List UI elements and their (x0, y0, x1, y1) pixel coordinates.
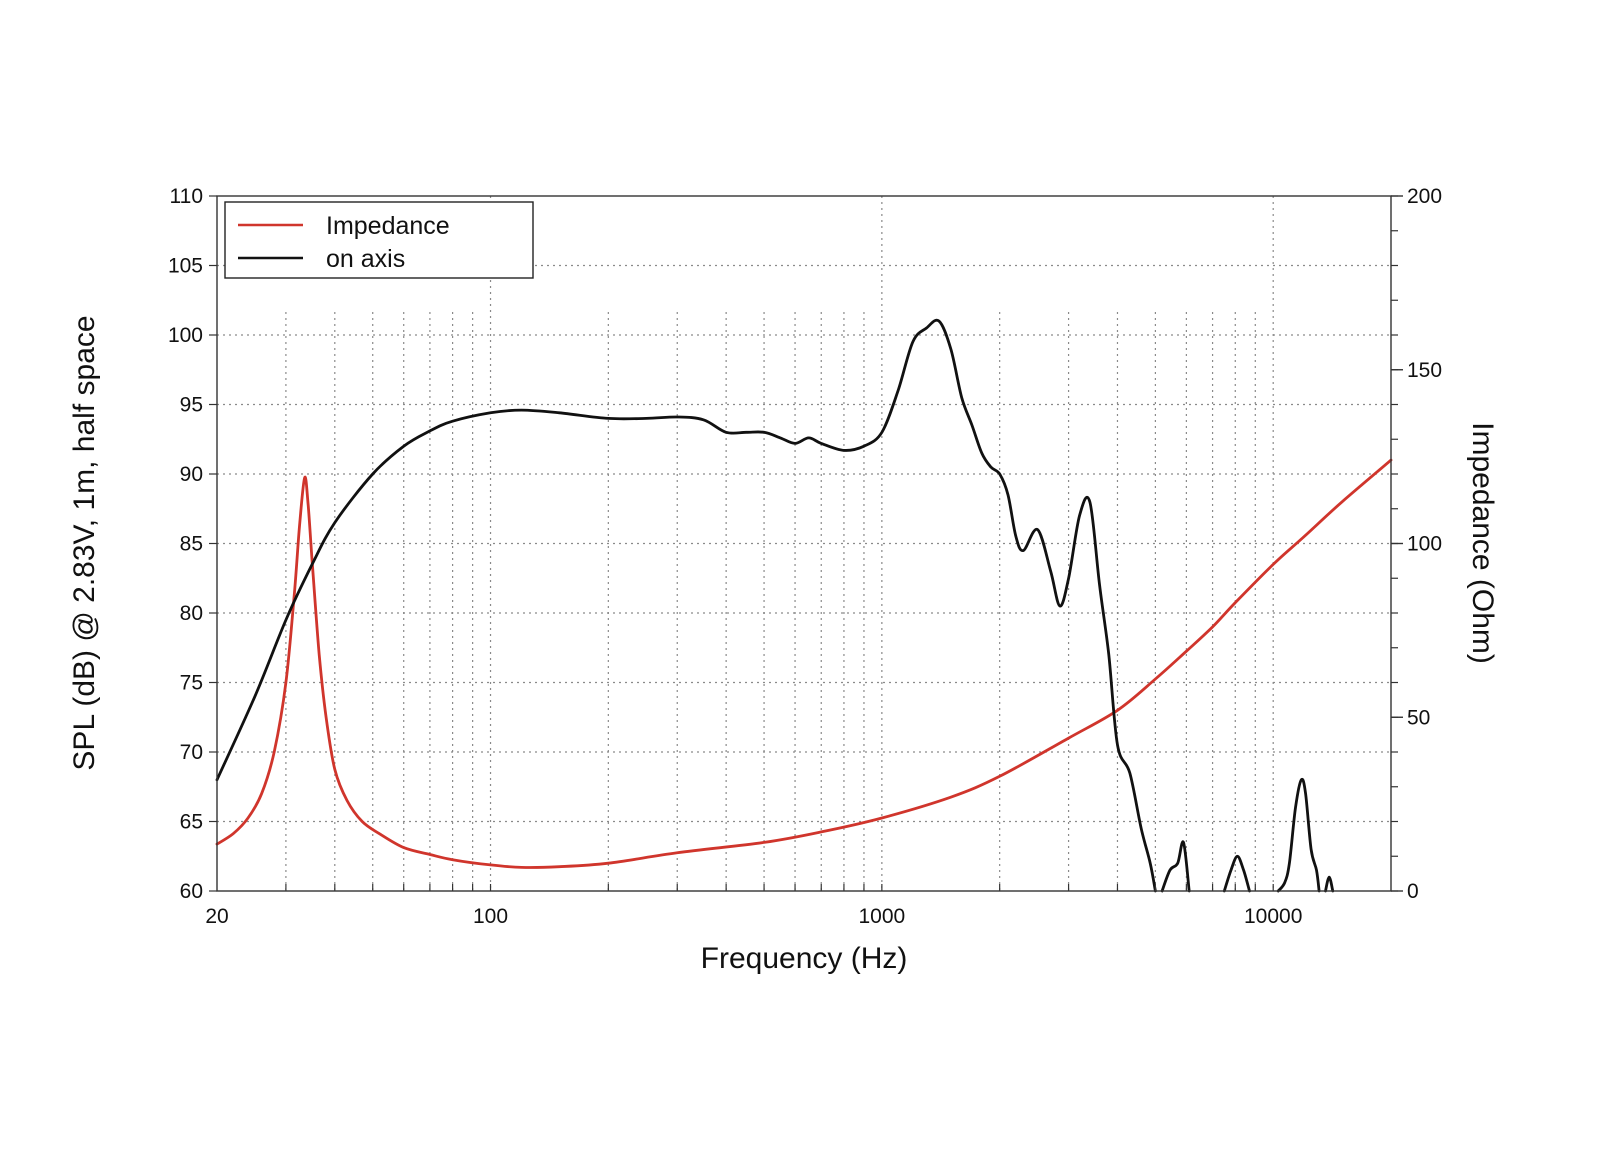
tick-label-layer: 60 65 70 75 80 85 90 95 100 105 110 0 50 100 150 200 20 1… (168, 185, 1442, 928)
y2-tick-label: 50 (1407, 706, 1430, 729)
series-line-on-axis-1 (215, 318, 1157, 893)
series-line-on-axis-2 (1160, 840, 1191, 893)
y-tick-label: 100 (168, 324, 203, 347)
y2-tick-label: 150 (1407, 359, 1442, 382)
series-line-on-axis-4 (1276, 777, 1321, 893)
y-tick-label: 60 (180, 880, 203, 903)
y-axis-title: SPL (dB) @ 2.83V, 1m, half space (68, 315, 101, 770)
x-tick-label: 20 (205, 905, 228, 928)
grid-layer (217, 196, 1391, 891)
y-tick-label: 75 (180, 672, 203, 695)
y2-tick-label: 0 (1407, 880, 1419, 903)
y-tick-label: 80 (180, 602, 203, 625)
series-line-on-axis-5 (1324, 875, 1335, 893)
legend: Impedance on axis (224, 201, 534, 279)
y-tick-label: 110 (170, 185, 203, 208)
legend-box (224, 201, 534, 279)
y-tick-label: 105 (168, 255, 203, 278)
series-line-on-axis-3 (1222, 854, 1251, 893)
series-line-impedance-0 (215, 458, 1393, 869)
y2-axis-title: Impedance (Ohm) (1466, 422, 1499, 664)
y-tick-label: 65 (180, 811, 203, 834)
y-tick-label: 95 (180, 394, 203, 417)
x-tick-label: 10000 (1244, 905, 1302, 928)
legend-label-impedance: Impedance (326, 212, 450, 240)
tick-layer (209, 195, 1403, 892)
y2-tick-label: 200 (1407, 185, 1442, 208)
y-tick-label: 70 (180, 741, 203, 764)
y-tick-label: 85 (180, 533, 203, 556)
y2-tick-label: 100 (1407, 533, 1442, 556)
x-axis-title: Frequency (Hz) (701, 942, 908, 975)
x-tick-label: 100 (473, 905, 508, 928)
series-layer (215, 318, 1393, 893)
x-tick-label: 1000 (859, 905, 906, 928)
legend-label-on-axis: on axis (326, 245, 405, 273)
y-tick-label: 90 (180, 463, 203, 486)
